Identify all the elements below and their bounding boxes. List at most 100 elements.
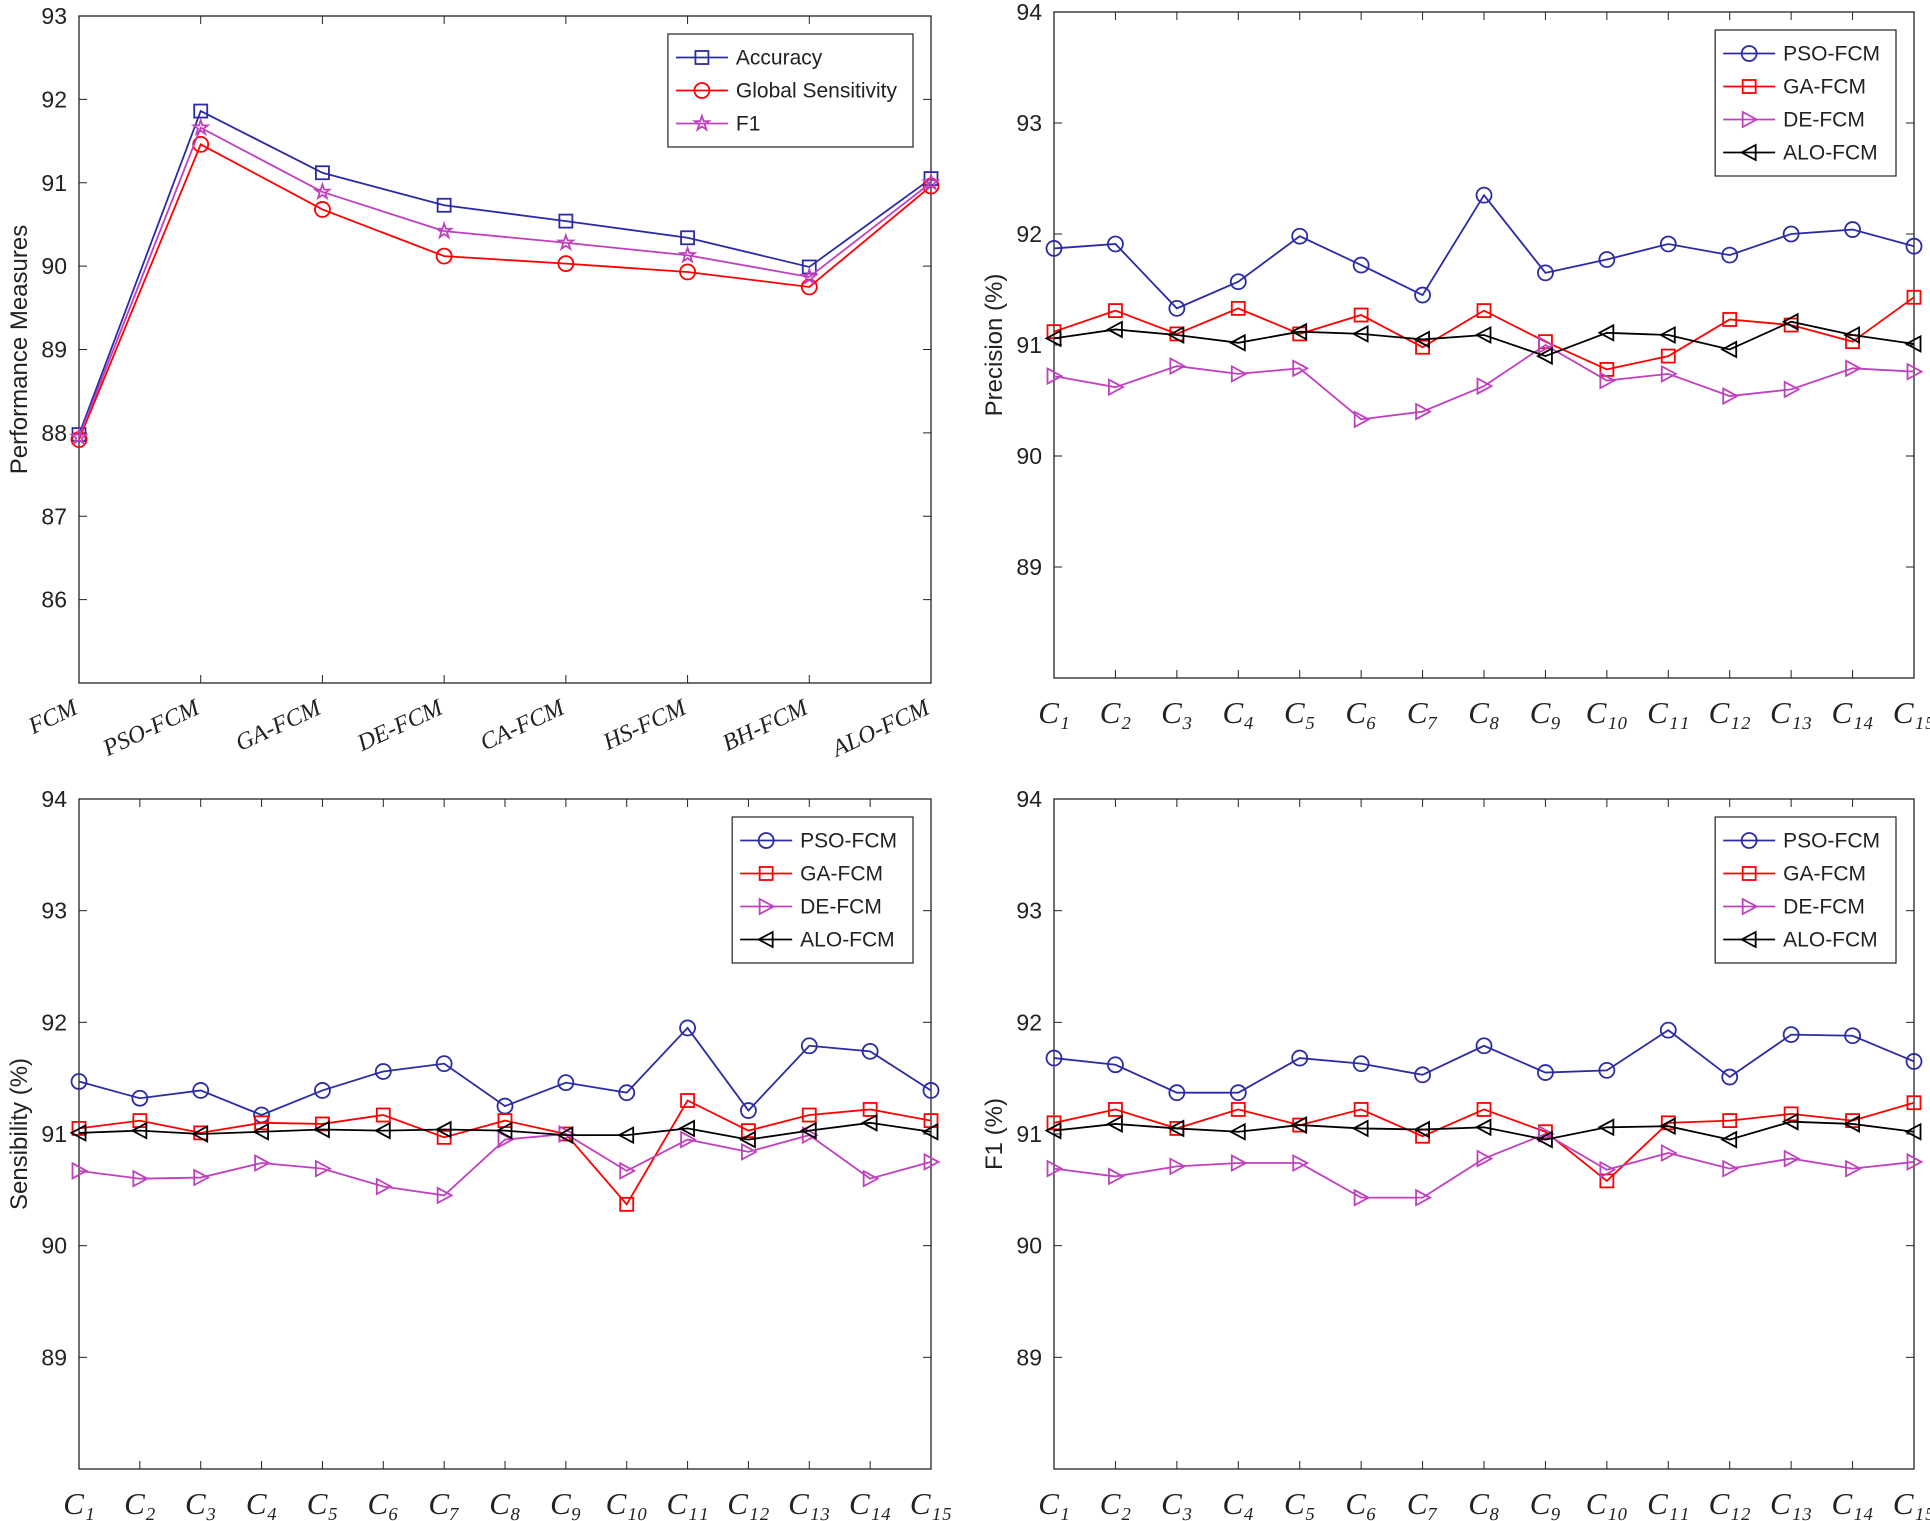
marker [1291, 227, 1309, 245]
x-tick-label: C₁₀ [606, 1486, 648, 1521]
series-line [1053, 343, 1915, 421]
x-tick-label: PSO-FCM [98, 694, 205, 762]
marker [495, 1121, 513, 1140]
marker [617, 1126, 635, 1145]
marker [860, 1113, 878, 1132]
x-tick-label: C₈ [489, 1486, 520, 1521]
x-tick-label: C₃ [185, 1486, 216, 1521]
marker [1843, 1114, 1860, 1133]
marker [1290, 322, 1308, 341]
marker [1741, 866, 1757, 881]
y-tick-label: 94 [41, 786, 67, 812]
marker [1598, 1061, 1616, 1079]
y-tick-label: 91 [1016, 1121, 1042, 1147]
marker [1739, 143, 1757, 162]
marker [1476, 303, 1492, 318]
marker [619, 1161, 637, 1180]
marker [1230, 364, 1248, 383]
marker [1721, 1068, 1739, 1086]
marker [1290, 1116, 1308, 1135]
y-tick-label: 90 [1016, 1233, 1042, 1259]
marker [1168, 299, 1186, 317]
marker [1108, 1102, 1123, 1117]
series-line [1053, 320, 1915, 358]
legend-label: PSO-FCM [800, 830, 897, 853]
marker [1168, 1084, 1186, 1102]
x-tick-label: C₆ [1345, 695, 1376, 730]
x-tick-label: C₃ [1161, 1486, 1192, 1521]
marker [1906, 362, 1924, 381]
marker [1474, 326, 1492, 345]
marker [375, 1107, 391, 1123]
y-tick-label: 91 [1016, 332, 1042, 358]
marker [921, 1122, 939, 1141]
marker [680, 230, 695, 246]
marker [1781, 1112, 1799, 1131]
marker [1413, 1120, 1430, 1139]
marker [757, 832, 775, 849]
marker [254, 1154, 271, 1173]
y-tick-label: 92 [1016, 1009, 1042, 1035]
marker [1722, 312, 1738, 327]
marker [315, 1159, 332, 1178]
marker [1353, 410, 1371, 429]
y-axis-label: Precision (%) [981, 274, 1008, 417]
legend-label: ALO-FCM [800, 929, 895, 952]
marker [758, 866, 774, 881]
legend-label: GA-FCM [800, 863, 883, 886]
marker [1229, 273, 1247, 291]
marker [618, 1084, 636, 1102]
y-tick-label: 86 [41, 587, 67, 613]
marker [1659, 1021, 1677, 1039]
y-tick-label: 92 [41, 86, 67, 112]
marker [1108, 303, 1123, 318]
marker [313, 1120, 330, 1139]
marker [1722, 1159, 1740, 1178]
marker [556, 232, 576, 252]
y-tick-label: 91 [41, 1121, 67, 1147]
series-line [78, 126, 932, 438]
marker [800, 1037, 818, 1055]
marker [254, 1115, 269, 1131]
x-tick-label: C₁₅ [1893, 1486, 1930, 1521]
x-tick-label: C₁₁ [1647, 1486, 1689, 1521]
x-tick-label: C₉ [550, 1486, 581, 1521]
marker [1476, 1102, 1492, 1117]
x-tick-label: C₂ [124, 1486, 156, 1521]
marker [1536, 1130, 1553, 1149]
marker [799, 1121, 817, 1140]
y-axis-label: Performance Measures [6, 225, 33, 474]
marker [192, 1082, 210, 1099]
x-tick-label: CA-FCM [476, 694, 570, 756]
marker [801, 259, 817, 275]
series-line [1053, 1101, 1915, 1183]
marker [1721, 246, 1739, 264]
x-tick-label: C₆ [1345, 1486, 1376, 1521]
marker [1044, 1121, 1062, 1140]
x-tick-label: C₂ [1100, 1486, 1132, 1521]
legend-label: Global Sensitivity [736, 80, 898, 103]
series-line [1053, 1133, 1915, 1199]
marker [1781, 312, 1799, 331]
x-tick-label: ALO-FCM [826, 694, 935, 763]
y-tick-label: 94 [1016, 786, 1042, 812]
x-tick-label: C₄ [1223, 695, 1254, 730]
marker [1413, 330, 1430, 349]
marker [1230, 300, 1246, 316]
y-tick-label: 91 [41, 170, 67, 196]
marker [1904, 1122, 1922, 1141]
marker [1414, 286, 1431, 304]
legend-label: PSO-FCM [1783, 43, 1880, 66]
marker [1537, 1064, 1554, 1081]
marker [679, 263, 696, 281]
x-tick-label: C₁₄ [1831, 1486, 1873, 1521]
marker [1292, 1154, 1310, 1173]
legend-label: Accuracy [736, 47, 823, 70]
subplot: 89 90 91 92 93 94 C₁ C₂ C₃ C₄ C₅ C₆ C₇ C₈ C₉ C₁₀ C₁₁ C₁₂ C… [6, 786, 952, 1521]
marker [1720, 1130, 1738, 1149]
marker [1537, 264, 1554, 282]
marker [1352, 256, 1370, 274]
y-tick-label: 92 [1016, 221, 1042, 247]
marker [1905, 1053, 1923, 1070]
